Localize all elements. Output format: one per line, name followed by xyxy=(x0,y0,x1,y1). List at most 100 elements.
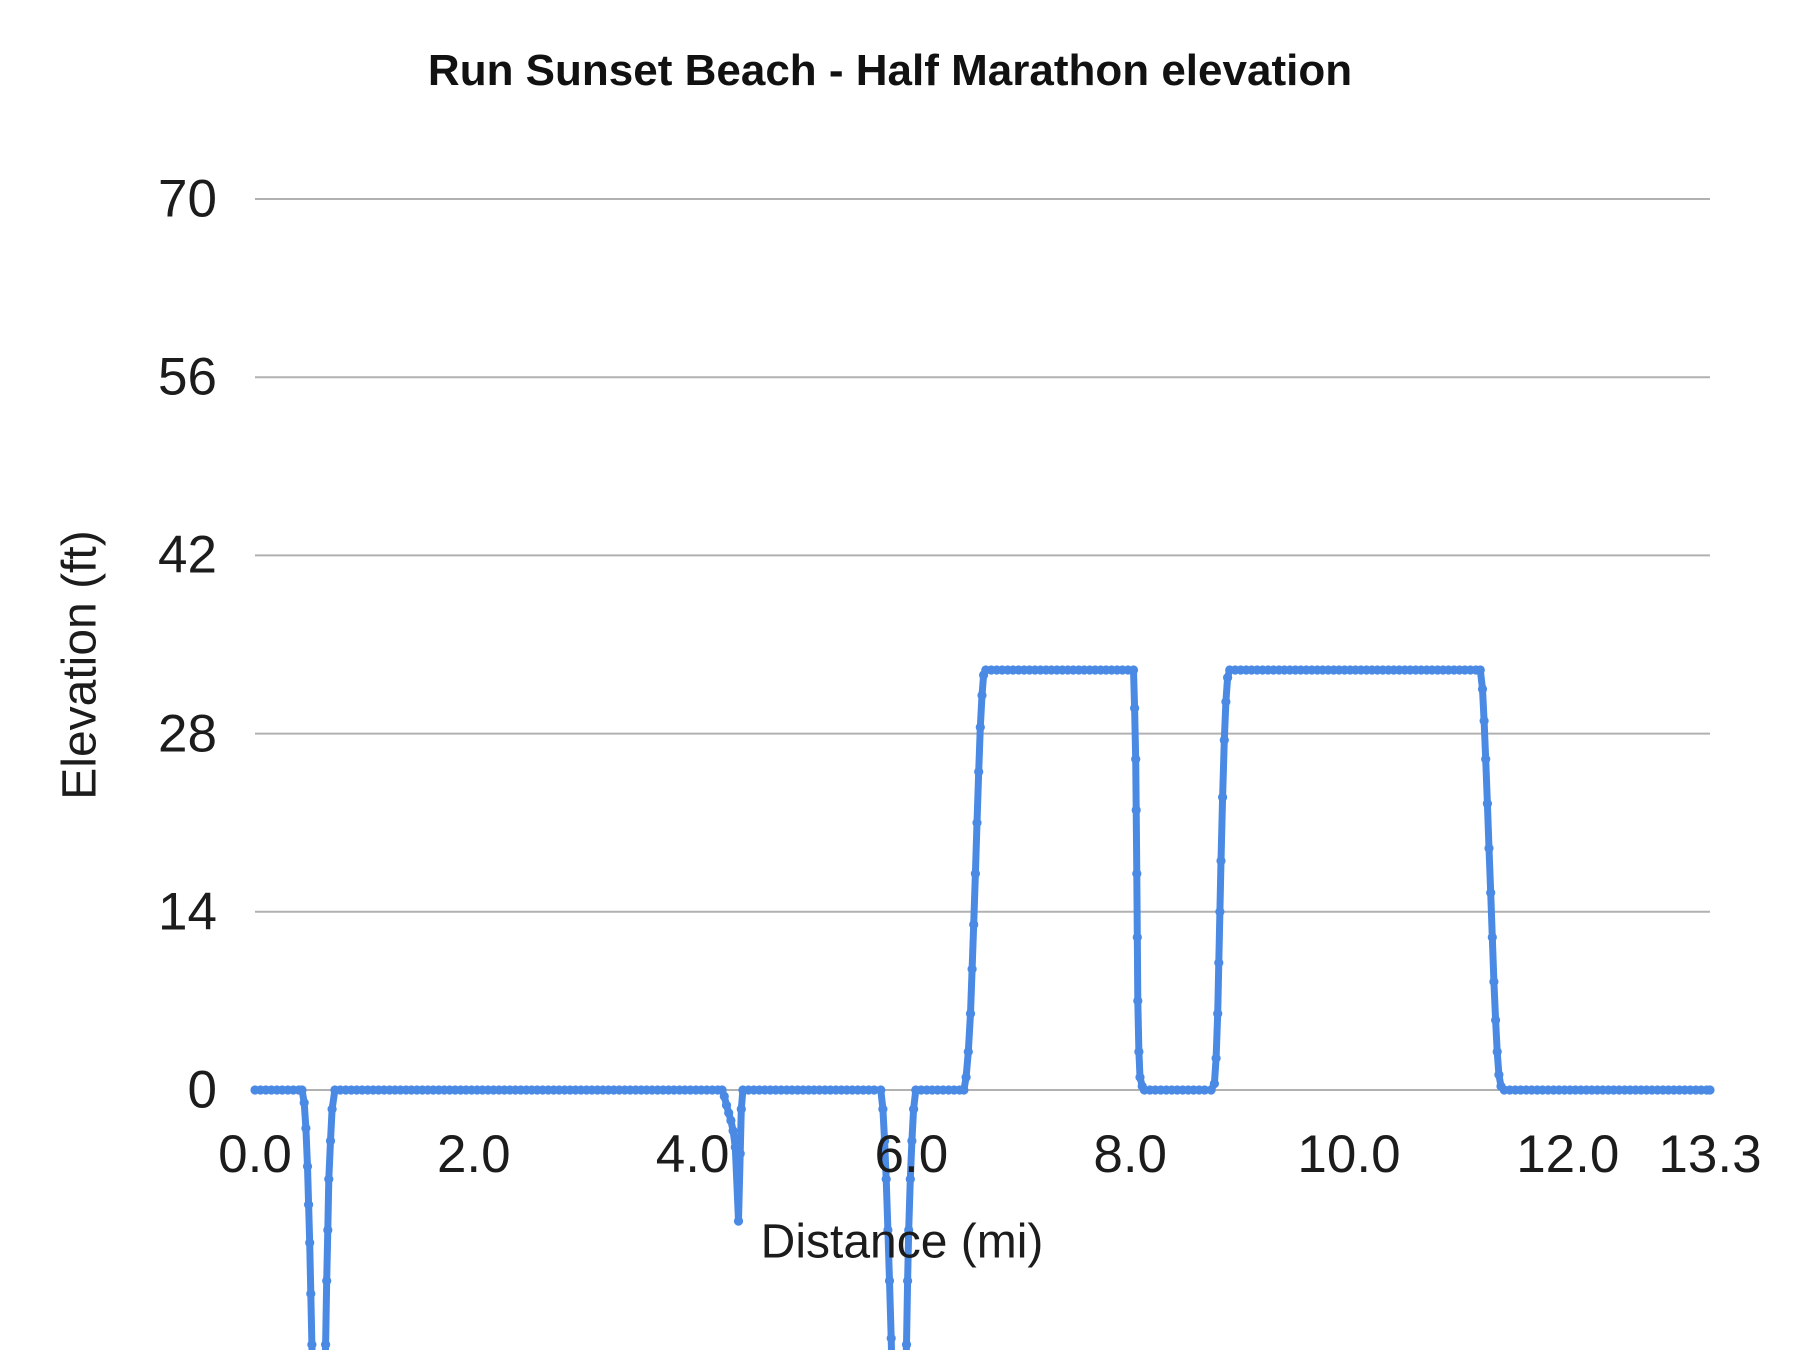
x-tick-label-2.0: 2.0 xyxy=(436,1125,511,1184)
data-point xyxy=(972,818,982,828)
data-point xyxy=(1486,888,1496,898)
data-point xyxy=(726,1115,736,1126)
data-point xyxy=(1128,665,1139,675)
y-tick-label-28: 28 xyxy=(158,704,217,764)
data-point xyxy=(299,1098,309,1108)
x-tick-label-8.0: 8.0 xyxy=(1093,1125,1168,1184)
data-point xyxy=(1705,1085,1715,1095)
data-point xyxy=(876,1085,886,1095)
data-point xyxy=(869,1085,879,1095)
data-point xyxy=(901,1340,912,1350)
data-point xyxy=(881,1174,891,1184)
data-point xyxy=(1131,754,1141,764)
data-point xyxy=(1209,1079,1219,1089)
data-point xyxy=(1200,1085,1210,1095)
data-point xyxy=(909,1104,919,1114)
data-point xyxy=(327,1104,337,1114)
data-point xyxy=(1481,754,1491,764)
data-point xyxy=(884,1276,895,1286)
data-point xyxy=(735,1149,745,1159)
y-tick-label-14: 14 xyxy=(158,882,217,942)
data-point xyxy=(1134,1047,1144,1057)
data-point xyxy=(903,1276,913,1286)
data-point xyxy=(302,1161,313,1171)
data-point xyxy=(974,767,984,777)
data-point xyxy=(880,1136,890,1146)
data-point xyxy=(975,722,985,732)
data-point xyxy=(905,1174,915,1184)
data-point xyxy=(1494,1070,1504,1080)
x-tick-label-10.0: 10.0 xyxy=(1297,1125,1401,1184)
data-point xyxy=(324,1174,334,1184)
data-point xyxy=(1133,996,1143,1006)
data-point xyxy=(967,964,977,974)
x-tick-label-13.3: 13.3 xyxy=(1658,1125,1762,1184)
data-point xyxy=(306,1289,316,1299)
data-point xyxy=(878,1104,888,1114)
data-point xyxy=(1482,799,1492,809)
data-point xyxy=(736,1104,746,1114)
data-point xyxy=(1492,1047,1502,1057)
data-point xyxy=(301,1123,311,1133)
data-point xyxy=(1131,805,1141,815)
data-point xyxy=(1214,958,1224,968)
data-point xyxy=(883,1225,893,1235)
data-point xyxy=(1487,932,1497,942)
data-point xyxy=(322,1276,332,1286)
data-point xyxy=(961,1072,971,1082)
data-point xyxy=(1491,1015,1501,1025)
x-tick-label-0.0: 0.0 xyxy=(218,1125,292,1184)
data-point xyxy=(1218,792,1228,802)
data-point xyxy=(724,1108,734,1118)
data-point xyxy=(963,1047,973,1057)
data-point xyxy=(1213,1009,1223,1019)
data-point xyxy=(907,1136,917,1146)
x-tick-label-4.0: 4.0 xyxy=(655,1125,730,1184)
chart-title: Run Sunset Beach - Half Marathon elevati… xyxy=(427,46,1353,95)
data-point xyxy=(959,1085,969,1095)
y-tick-label-56: 56 xyxy=(158,347,217,407)
data-point xyxy=(969,919,979,930)
data-point xyxy=(1479,716,1489,726)
y-tick-label-42: 42 xyxy=(158,525,217,585)
x-tick-label-6.0: 6.0 xyxy=(874,1125,949,1184)
data-point xyxy=(970,869,981,879)
data-point xyxy=(1489,977,1499,987)
y-tick-label-70: 70 xyxy=(158,169,217,229)
data-point xyxy=(1219,735,1229,745)
data-point xyxy=(965,1009,976,1019)
data-point xyxy=(1216,856,1226,866)
data-point xyxy=(886,1333,896,1343)
data-point xyxy=(1132,869,1142,879)
data-point xyxy=(1477,684,1488,694)
data-point xyxy=(733,1216,744,1226)
data-point xyxy=(728,1126,738,1136)
data-point xyxy=(1130,703,1140,713)
x-tick-label-12.0: 12.0 xyxy=(1516,1125,1620,1184)
data-point xyxy=(1475,665,1485,675)
data-point-markers xyxy=(250,665,1715,1350)
data-point xyxy=(323,1225,333,1235)
data-point xyxy=(1484,843,1494,853)
data-point xyxy=(297,1085,307,1095)
data-point xyxy=(321,1340,331,1350)
data-point xyxy=(325,1136,336,1146)
data-point xyxy=(1215,907,1225,917)
data-point xyxy=(730,1142,740,1152)
data-point xyxy=(904,1225,914,1235)
data-point xyxy=(305,1238,315,1248)
data-point xyxy=(307,1340,317,1350)
data-point xyxy=(1221,697,1231,707)
data-point xyxy=(719,1091,729,1101)
data-point xyxy=(1132,932,1142,942)
data-point xyxy=(1135,1072,1145,1082)
x-axis-title: Distance (mi) xyxy=(760,1215,1044,1269)
data-point xyxy=(1223,673,1233,683)
data-point xyxy=(1211,1053,1221,1063)
data-point xyxy=(721,1100,732,1110)
data-point xyxy=(977,690,987,701)
data-point xyxy=(304,1200,314,1210)
y-tick-label-0: 0 xyxy=(187,1060,217,1120)
